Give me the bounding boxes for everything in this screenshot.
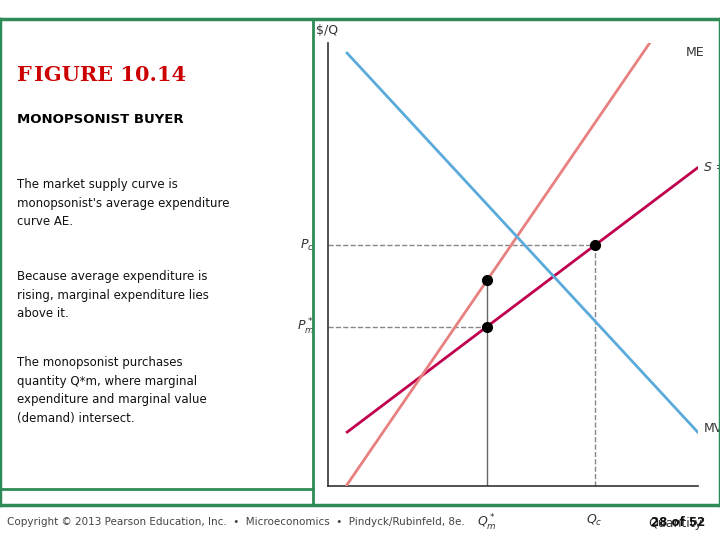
- Text: Quantity: Quantity: [648, 517, 702, 530]
- Text: $Q^*_m$: $Q^*_m$: [477, 512, 497, 532]
- Text: MV: MV: [704, 422, 720, 435]
- Text: $P_c$: $P_c$: [300, 238, 315, 253]
- Text: The market supply curve is
monopsonist's average expenditure
curve AE.: The market supply curve is monopsonist's…: [17, 178, 230, 228]
- Text: $/Q: $/Q: [317, 24, 338, 37]
- Text: ME: ME: [685, 45, 704, 58]
- Text: IGURE 10.14: IGURE 10.14: [35, 65, 186, 85]
- Text: $P^*_m$: $P^*_m$: [297, 316, 315, 336]
- Text: 28 of 52: 28 of 52: [652, 516, 706, 529]
- Text: The monopsonist purchases
quantity Q*m, where marginal
expenditure and marginal : The monopsonist purchases quantity Q*m, …: [17, 356, 207, 425]
- Text: MONOPSONIST BUYER: MONOPSONIST BUYER: [17, 113, 184, 126]
- Text: Copyright © 2013 Pearson Education, Inc.  •  Microeconomics  •  Pindyck/Rubinfel: Copyright © 2013 Pearson Education, Inc.…: [7, 517, 465, 527]
- Text: F: F: [17, 65, 32, 85]
- Text: $Q_c$: $Q_c$: [586, 512, 603, 528]
- Text: S = AE: S = AE: [704, 161, 720, 174]
- Text: Because average expenditure is
rising, marginal expenditure lies
above it.: Because average expenditure is rising, m…: [17, 270, 209, 320]
